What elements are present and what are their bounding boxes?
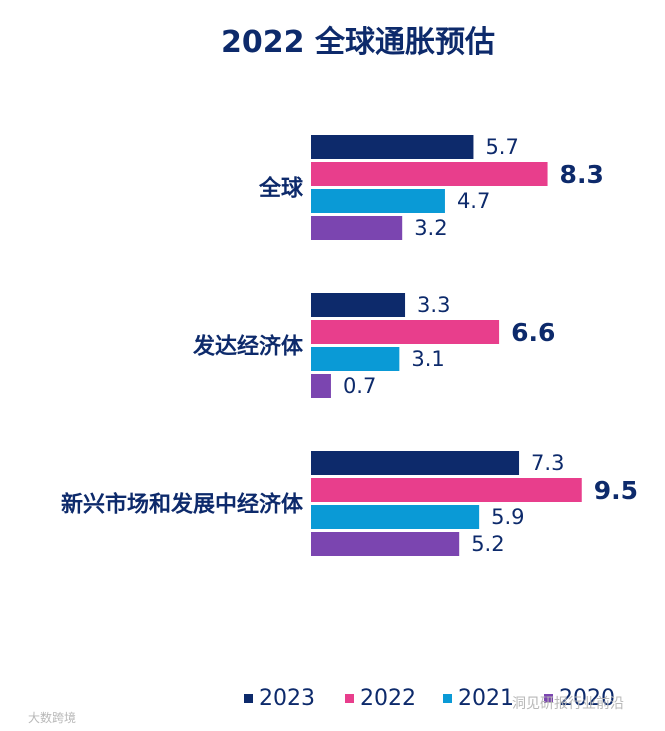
data-label-2021-3: 5.9 — [491, 505, 524, 529]
watermark-left: 大数跨境 — [28, 710, 76, 725]
data-label-2021-2: 3.1 — [411, 347, 444, 371]
legend-swatch-2023 — [244, 694, 253, 703]
category-label: 发达经济体 — [192, 334, 304, 360]
bar-2020-1 — [311, 216, 403, 240]
legend-swatch-2022 — [345, 694, 354, 703]
bar-2022-1 — [311, 162, 548, 186]
bar-2021-3 — [311, 505, 480, 529]
legend-swatch-2021 — [443, 694, 452, 703]
data-label-2022-2: 6.6 — [511, 318, 555, 347]
category-label: 全球 — [258, 176, 304, 202]
legend-label-2020: 2020 — [559, 686, 615, 711]
data-label-2020-3: 5.2 — [471, 532, 504, 556]
bar-2021-1 — [311, 189, 445, 213]
legend-label-2022: 2022 — [360, 686, 416, 711]
data-label-2020-1: 3.2 — [414, 216, 447, 240]
chart-title: 2022 全球通胀预估 — [221, 25, 495, 60]
data-label-2022-3: 9.5 — [594, 476, 638, 505]
bar-2023-1 — [311, 135, 474, 159]
data-label-2021-1: 4.7 — [457, 189, 490, 213]
data-label-2023-3: 7.3 — [531, 451, 564, 475]
category-label: 新兴市场和发展中经济体 — [61, 492, 304, 518]
bar-2023-3 — [311, 451, 520, 475]
bar-2022-2 — [311, 320, 500, 344]
bar-2021-2 — [311, 347, 400, 371]
data-label-2020-2: 0.7 — [343, 374, 376, 398]
bar-2020-2 — [311, 374, 331, 398]
data-label-2023-2: 3.3 — [417, 293, 450, 317]
bar-2020-3 — [311, 532, 460, 556]
bar-2022-3 — [311, 478, 582, 502]
legend-swatch-2020 — [544, 694, 553, 703]
legend-label-2023: 2023 — [259, 686, 315, 711]
watermark-right: 洞见研报行业前沿 — [512, 695, 624, 712]
data-label-2023-1: 5.7 — [485, 135, 518, 159]
bar-2023-2 — [311, 293, 406, 317]
data-label-2022-1: 8.3 — [560, 160, 604, 189]
legend-label-2021: 2021 — [458, 686, 514, 711]
